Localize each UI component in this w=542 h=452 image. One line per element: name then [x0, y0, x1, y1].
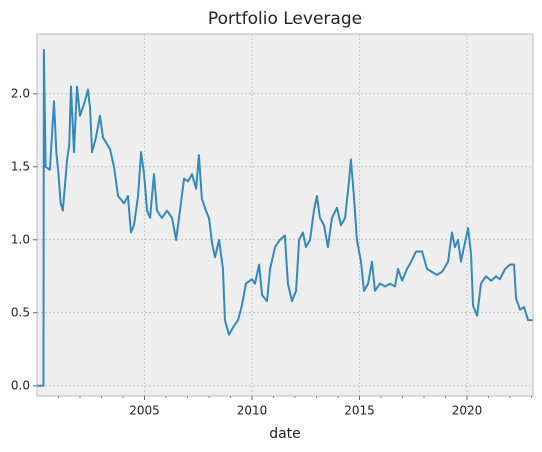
y-tick-label: 2.0 [11, 86, 30, 100]
y-tick-label: 0.5 [11, 305, 30, 319]
marks [37, 49, 533, 387]
y-tick-label: 0.0 [11, 378, 30, 392]
chart-title: Portfolio Leverage [208, 9, 362, 29]
x-axis-label: date [269, 426, 301, 442]
x-tick-label: 2005 [129, 404, 160, 418]
plot-background [37, 34, 533, 396]
ticks: 0.0 0.5 1.0 1.5 2.0 2005 2010 2015 2020 [11, 86, 532, 418]
x-tick-label: 2010 [237, 404, 268, 418]
x-tick-label: 2020 [452, 404, 483, 418]
y-tick-label: 1.5 [11, 159, 30, 173]
x-tick-label: 2015 [344, 404, 375, 418]
grid [37, 34, 533, 396]
plot-frame [36, 33, 534, 397]
data-line [37, 49, 533, 387]
y-tick-label: 1.0 [11, 232, 30, 246]
